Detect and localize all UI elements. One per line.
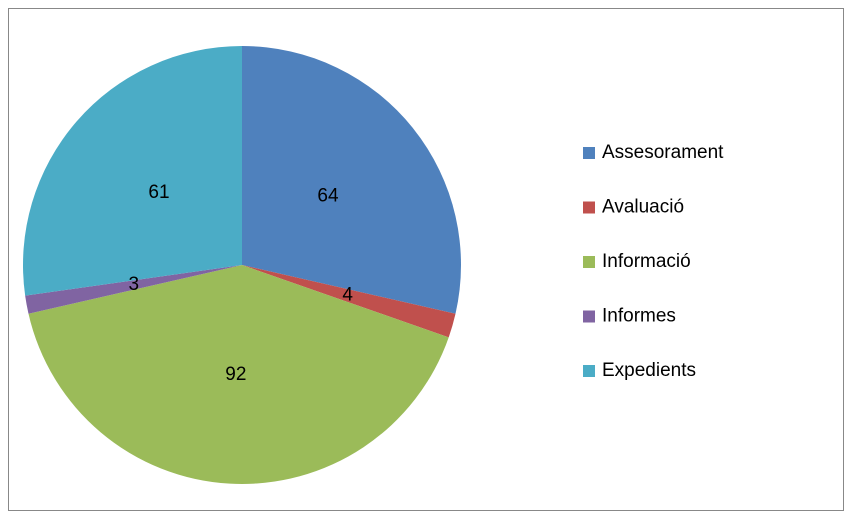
legend-label: Informació — [602, 251, 691, 272]
legend-label: Informes — [602, 306, 676, 327]
data-label: 92 — [225, 364, 246, 385]
legend-swatch — [583, 201, 595, 214]
data-label: 64 — [317, 185, 339, 206]
pie-slice — [242, 46, 462, 314]
legend-label: Expedients — [602, 360, 696, 381]
data-label: 61 — [148, 182, 169, 203]
pie-slice — [242, 265, 456, 338]
legend-label: Avaluació — [602, 197, 684, 218]
pie-slice — [23, 46, 243, 296]
legend-swatch — [583, 310, 595, 323]
legend-swatch — [583, 147, 595, 159]
legend-label: Assesorament — [602, 142, 724, 163]
legend-swatch — [583, 365, 595, 377]
data-label: 4 — [342, 284, 353, 305]
pie-slice — [25, 265, 243, 314]
data-label: 3 — [129, 274, 140, 295]
legend-swatch — [583, 256, 595, 268]
pie-slice — [28, 265, 449, 485]
